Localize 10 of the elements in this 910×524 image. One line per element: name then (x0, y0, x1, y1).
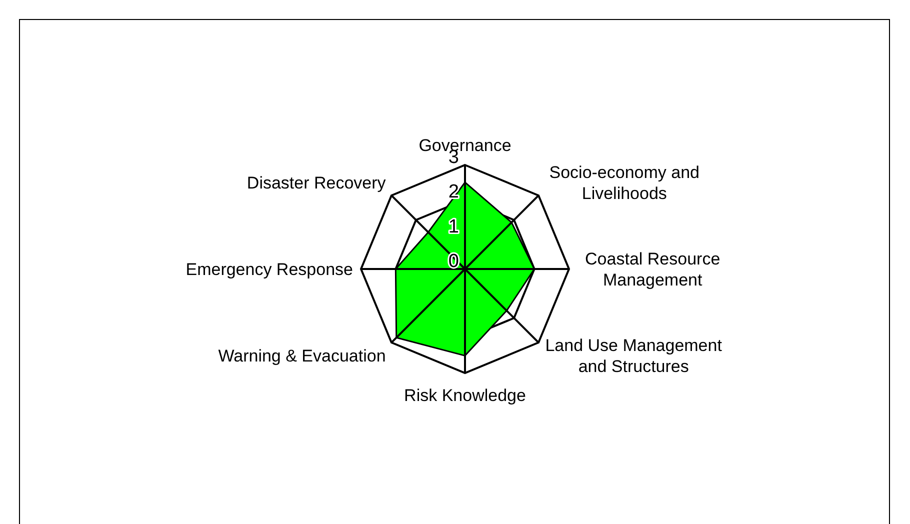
spoke-label: Warning & Evacuation (218, 346, 386, 366)
y-tick-label: 0 (448, 251, 459, 272)
spoke-label: Emergency Response (186, 260, 353, 279)
spoke-label: Risk Knowledge (404, 386, 526, 405)
spoke-label: Coastal Resource Management (585, 250, 720, 290)
spoke-label: Land Use Management and Structures (545, 336, 722, 376)
spoke-label: Disaster Recovery (246, 174, 386, 193)
y-tick-label: 1 (448, 216, 459, 238)
y-tick-label: 2 (448, 182, 459, 203)
spoke-label: Socio-economy and Livelihoods (549, 163, 700, 204)
